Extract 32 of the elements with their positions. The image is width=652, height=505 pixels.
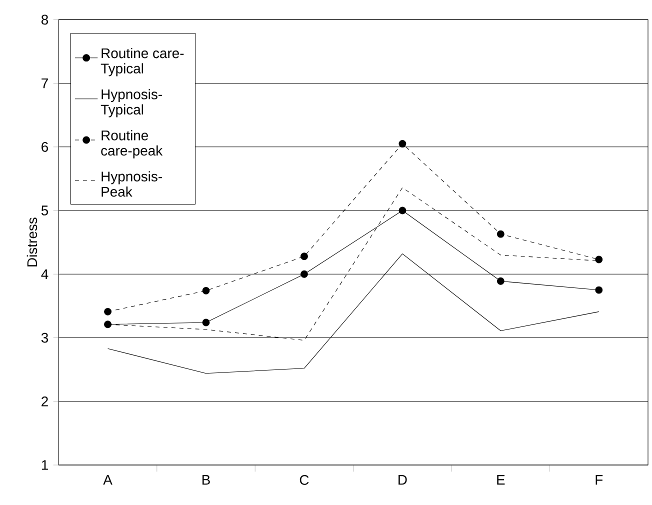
legend-label: Hypnosis-Peak: [102, 171, 162, 197]
point: [496, 230, 504, 238]
y-tick-label: 3: [41, 332, 48, 343]
point: [104, 320, 112, 328]
x-tick-label: E: [497, 475, 505, 485]
point: [496, 277, 504, 285]
y-tick-label: 1: [42, 460, 48, 470]
legend-label: Hypnosis-Typical: [100, 89, 162, 118]
legend-label: Routine care- Typical: [100, 48, 184, 76]
y-tick-label: 7: [42, 78, 48, 88]
x-tick-label: F: [596, 475, 603, 485]
x-tick-label: B: [202, 475, 210, 485]
point: [300, 270, 308, 278]
point: [595, 256, 603, 264]
legend-label: Routine care-peak: [101, 130, 163, 158]
x-tick-label: C: [300, 475, 309, 485]
y-axis-title: Distress: [26, 218, 38, 266]
point: [104, 308, 112, 316]
y-tick-label: 6: [42, 142, 48, 152]
y-tick-label: 8: [41, 14, 48, 25]
point: [300, 252, 308, 260]
y-tick-label: 2: [42, 396, 48, 406]
point: [398, 206, 406, 214]
point: [202, 318, 210, 326]
point: [595, 286, 603, 294]
x-tick-label: A: [103, 475, 112, 485]
line-series: [108, 254, 600, 374]
y-tick-label: 5: [41, 206, 48, 216]
y-tick-label: 4: [41, 269, 48, 279]
point: [202, 286, 210, 294]
x-tick-label: D: [398, 475, 407, 485]
point: [398, 140, 406, 148]
